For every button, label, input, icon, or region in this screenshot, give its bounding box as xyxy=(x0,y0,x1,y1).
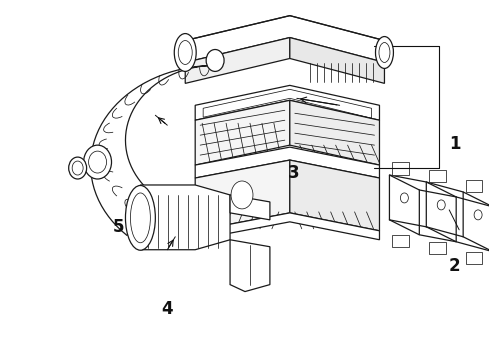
Ellipse shape xyxy=(375,37,393,68)
Text: 4: 4 xyxy=(161,300,172,318)
Polygon shape xyxy=(195,213,379,240)
Polygon shape xyxy=(429,242,446,254)
Polygon shape xyxy=(290,37,385,84)
Polygon shape xyxy=(230,195,270,220)
Text: 2: 2 xyxy=(449,257,461,275)
Ellipse shape xyxy=(206,50,224,71)
Polygon shape xyxy=(195,100,290,165)
Polygon shape xyxy=(466,180,482,192)
Ellipse shape xyxy=(174,33,196,71)
Ellipse shape xyxy=(89,151,106,173)
Polygon shape xyxy=(426,182,456,242)
Ellipse shape xyxy=(400,193,408,203)
Polygon shape xyxy=(392,162,409,175)
Polygon shape xyxy=(195,147,379,178)
Ellipse shape xyxy=(84,145,112,179)
Ellipse shape xyxy=(130,193,150,243)
Polygon shape xyxy=(185,37,290,84)
Polygon shape xyxy=(290,100,379,165)
Polygon shape xyxy=(230,240,270,292)
Polygon shape xyxy=(392,235,409,247)
Polygon shape xyxy=(390,175,419,235)
Polygon shape xyxy=(466,252,482,264)
Ellipse shape xyxy=(125,185,155,250)
Ellipse shape xyxy=(69,157,87,179)
Ellipse shape xyxy=(437,200,445,210)
Ellipse shape xyxy=(474,210,482,220)
Polygon shape xyxy=(195,85,379,120)
Ellipse shape xyxy=(178,41,192,64)
Polygon shape xyxy=(185,15,385,62)
Text: 5: 5 xyxy=(112,217,124,235)
Polygon shape xyxy=(141,185,230,250)
Polygon shape xyxy=(91,66,215,235)
Ellipse shape xyxy=(231,181,253,209)
Polygon shape xyxy=(429,170,446,182)
Text: 3: 3 xyxy=(288,164,299,182)
Ellipse shape xyxy=(379,42,390,62)
Polygon shape xyxy=(195,160,290,231)
Polygon shape xyxy=(463,192,490,252)
Ellipse shape xyxy=(72,161,83,175)
Text: 1: 1 xyxy=(449,135,461,153)
Polygon shape xyxy=(290,160,379,231)
